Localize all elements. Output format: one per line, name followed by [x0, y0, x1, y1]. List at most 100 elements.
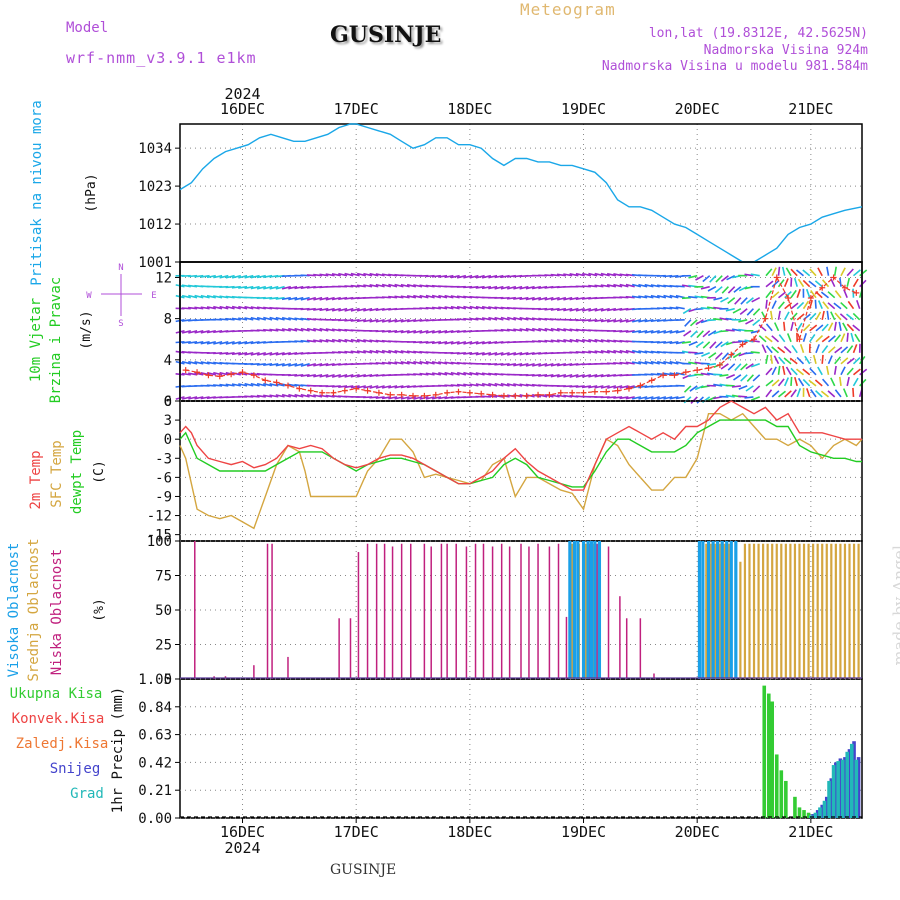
- wind-vector: [288, 393, 298, 398]
- wind-vector: [790, 277, 793, 287]
- wind-vector: [438, 330, 448, 334]
- wind-vector: [650, 319, 660, 323]
- wind-vector: [669, 396, 679, 400]
- wind-vector: [644, 350, 654, 354]
- wind-vector: [582, 374, 592, 378]
- wind-vector: [607, 385, 617, 389]
- wind-vector: [494, 285, 504, 290]
- wind-vector: [727, 286, 736, 294]
- wind-vector: [225, 285, 235, 289]
- wind-vector: [488, 352, 498, 356]
- graupel-bar: [831, 765, 836, 818]
- wind-vector: [419, 330, 429, 334]
- wind-vector: [188, 294, 198, 299]
- wind-vector: [815, 335, 824, 343]
- wind-vector: [513, 316, 523, 321]
- y-tick-label: 1.05: [138, 672, 172, 688]
- wind-vector: [842, 388, 848, 398]
- top-date-label: 18DEC: [447, 100, 492, 118]
- wind-vector: [631, 295, 642, 299]
- wind-vector: [731, 328, 742, 332]
- wind-vector: [525, 285, 535, 290]
- wind-vector: [563, 273, 573, 277]
- wind-vector: [708, 352, 717, 359]
- wind-vector: [450, 371, 460, 376]
- wind-vector: [550, 327, 560, 332]
- wind-vector: [500, 352, 510, 356]
- wind-vector: [244, 341, 254, 345]
- wind-vector: [325, 296, 335, 301]
- wind-vector: [827, 355, 833, 365]
- wind-vector: [720, 296, 729, 303]
- wind-vector: [425, 274, 435, 278]
- wind-vector: [206, 274, 216, 279]
- precip-total-bar: [802, 810, 806, 818]
- wind-vector: [796, 313, 805, 321]
- wind-vector: [682, 308, 692, 315]
- wind-vector: [732, 307, 742, 314]
- wind-vector: [306, 296, 317, 301]
- wind-vector: [820, 291, 829, 299]
- wind-vector: [550, 374, 560, 378]
- wind-vector: [506, 363, 517, 367]
- wind-vector: [833, 302, 842, 310]
- wind-vector: [363, 374, 373, 378]
- wind-vector: [771, 267, 777, 277]
- panel-frame-0: [179, 123, 863, 263]
- wind-vector: [456, 341, 467, 345]
- wind-vector: [532, 327, 542, 332]
- wind-vector: [683, 396, 692, 404]
- wind-vector: [350, 272, 360, 277]
- wind-vector: [519, 363, 529, 367]
- precip-total-bar: [770, 701, 775, 818]
- wind-vector: [275, 394, 285, 398]
- wind-vector: [350, 338, 360, 343]
- graupel-bar: [836, 761, 840, 818]
- precip-legend-item: Zaledj.Kisa: [16, 736, 109, 752]
- wind-vector: [625, 349, 635, 354]
- wind-vector: [690, 396, 698, 404]
- wind-vector: [300, 307, 310, 311]
- wind-vector: [394, 319, 404, 323]
- y-tick-label: 1001: [138, 255, 172, 271]
- wind-vector: [181, 307, 191, 310]
- wind-vector: [288, 285, 298, 290]
- wind-vector: [469, 383, 479, 387]
- wind-vector: [846, 367, 854, 376]
- wind-vector: [363, 350, 373, 354]
- wind-vector: [859, 368, 868, 376]
- wind-vector: [794, 376, 798, 387]
- wind-vector: [713, 318, 723, 321]
- wind-vector: [356, 272, 366, 277]
- wind-vector: [840, 357, 849, 365]
- wind-vector: [313, 339, 323, 343]
- wind-vector: [475, 352, 485, 356]
- wind-vector: [344, 319, 354, 322]
- temp-2m-ylabel: 2m Temp: [28, 450, 44, 509]
- wind-vector: [821, 279, 830, 288]
- wind-vector: [213, 330, 223, 334]
- wind-vector: [475, 317, 485, 321]
- y-tick-label: 1034: [138, 141, 172, 157]
- wind-vector: [594, 385, 604, 389]
- wind-vector: [852, 278, 859, 288]
- wind-vector: [777, 310, 781, 320]
- wind-vector: [569, 374, 579, 378]
- wind-vector: [388, 283, 398, 288]
- wind-vector: [581, 350, 592, 354]
- precip-total-bar: [766, 693, 771, 818]
- wind-vector: [256, 285, 266, 290]
- wind-vector: [588, 284, 598, 288]
- wind-vector: [238, 305, 248, 310]
- wind-vector: [840, 302, 848, 310]
- wind-vector: [369, 319, 379, 323]
- wind-vector: [859, 269, 868, 277]
- wind-vector: [675, 285, 685, 288]
- y-tick-label: 1012: [138, 217, 172, 233]
- wind-vector: [606, 339, 617, 343]
- wind-vector: [194, 274, 204, 278]
- wind-vector: [782, 365, 786, 375]
- wind-vector: [663, 372, 673, 376]
- wind-vector: [269, 328, 279, 332]
- wind-vector: [783, 321, 786, 331]
